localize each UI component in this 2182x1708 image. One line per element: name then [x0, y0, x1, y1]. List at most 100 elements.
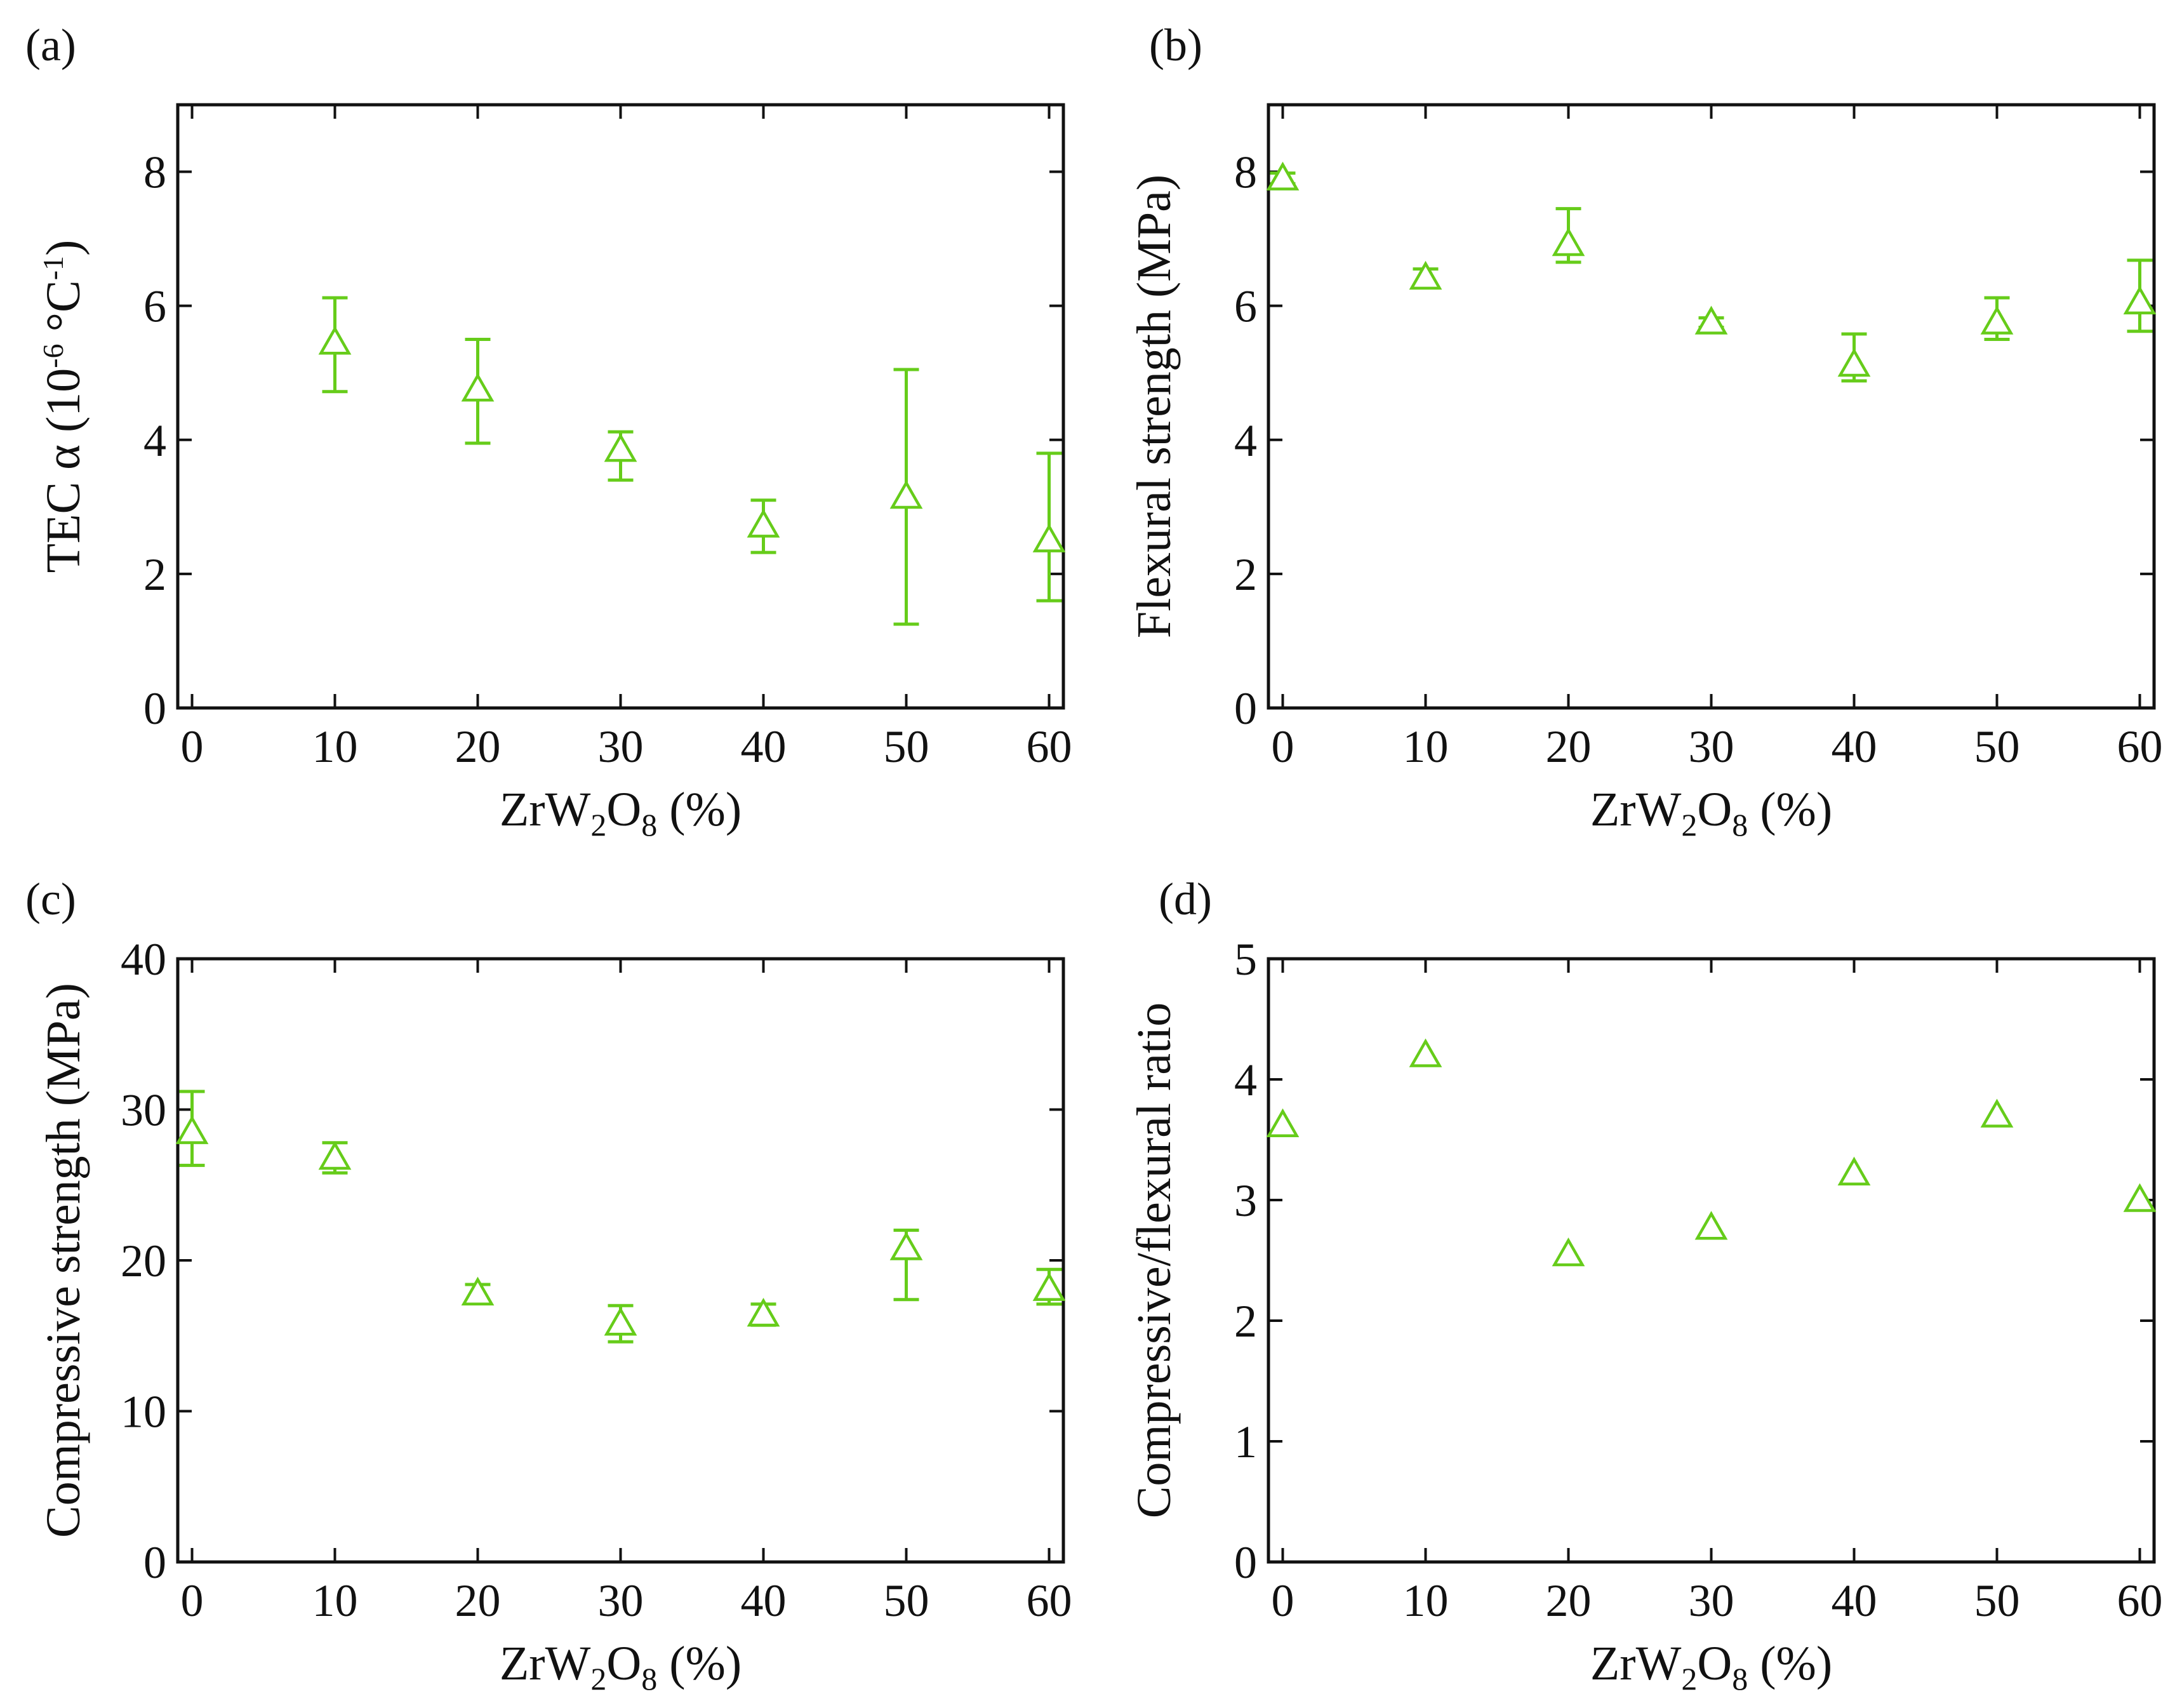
- data-point: [1837, 1156, 1871, 1185]
- y-tick-label: 6: [1234, 281, 1257, 332]
- x-label-main: ZrW: [500, 783, 591, 836]
- data-point: [747, 509, 780, 538]
- panel-label: (b): [1149, 20, 1202, 70]
- data-point: [1694, 1211, 1728, 1240]
- y-tick-label: 0: [143, 683, 166, 734]
- x-tick-label: 40: [741, 1575, 787, 1626]
- axes-frame: [176, 103, 1065, 710]
- x-label-mid: O: [606, 783, 641, 836]
- x-label-sub2: 8: [1732, 807, 1748, 843]
- axes-frame: [176, 957, 1065, 1564]
- x-axis-label: ZrW2O8 (%): [500, 783, 742, 843]
- data-point: [1980, 305, 2014, 335]
- y-label-mid: °C: [37, 280, 90, 344]
- y-tick-label: 8: [1234, 147, 1257, 198]
- data-point: [2123, 285, 2157, 315]
- x-tick-label: 60: [1027, 721, 1072, 772]
- y-label-main: Flexural strength (MPa): [1128, 175, 1181, 638]
- x-tick-label: 40: [1832, 721, 1877, 772]
- x-label-main: ZrW: [1590, 783, 1682, 836]
- y-tick-label: 1: [1234, 1417, 1257, 1467]
- x-label-end: (%): [1748, 1637, 1832, 1690]
- data-point: [318, 326, 352, 355]
- y-tick-label: 20: [121, 1236, 166, 1286]
- y-tick-label: 0: [143, 1537, 166, 1588]
- x-tick-label: 20: [455, 1575, 501, 1626]
- x-tick-label: 30: [1689, 1575, 1734, 1626]
- y-tick-label: 5: [1234, 934, 1257, 985]
- data-point: [889, 479, 923, 509]
- data-point: [604, 433, 637, 462]
- data-point: [604, 1307, 637, 1336]
- x-tick-label: 20: [1546, 1575, 1592, 1626]
- x-axis-label: ZrW2O8 (%): [1590, 1637, 1832, 1697]
- y-axis-label: Flexural strength (MPa): [1128, 175, 1181, 638]
- x-tick-label: 10: [312, 1575, 358, 1626]
- x-tick-label: 30: [1689, 721, 1734, 772]
- x-axis-label: ZrW2O8 (%): [500, 1637, 742, 1697]
- y-axis-label: Compressive strength (MPa): [37, 983, 90, 1538]
- axes-frame: [1267, 103, 2156, 710]
- x-tick-label: 30: [598, 721, 644, 772]
- x-label-sub1: 2: [1681, 1661, 1697, 1697]
- data-point: [318, 1140, 352, 1170]
- x-tick-label: 60: [2117, 721, 2163, 772]
- x-tick-label: 60: [1027, 1575, 1072, 1626]
- y-axis-label: TEC α (10-6 °C-1): [37, 240, 90, 573]
- y-tick-label: 4: [1234, 1055, 1257, 1105]
- y-tick-label: 4: [1234, 415, 1257, 466]
- x-tick-label: 40: [1832, 1575, 1877, 1626]
- x-label-mid: O: [606, 1637, 641, 1690]
- data-point: [1032, 1272, 1066, 1301]
- panel-label: (c): [25, 874, 76, 924]
- x-label-end: (%): [657, 783, 742, 836]
- y-axis-label: Compressive/flexural ratio: [1128, 1003, 1181, 1519]
- x-tick-label: 0: [181, 1575, 204, 1626]
- data-point: [1266, 1108, 1300, 1137]
- data-point: [889, 1231, 923, 1260]
- x-label-end: (%): [1748, 783, 1832, 836]
- axes-frame: [1267, 957, 2156, 1564]
- y-tick-label: 2: [1234, 549, 1257, 600]
- data-point: [1409, 260, 1442, 290]
- data-point: [461, 373, 495, 402]
- data-point: [461, 1276, 495, 1305]
- data-point: [1409, 1038, 1442, 1067]
- y-tick-label: 2: [143, 549, 166, 600]
- x-tick-label: 50: [1974, 1575, 2020, 1626]
- x-label-sub2: 8: [641, 1661, 657, 1697]
- x-label-sub1: 2: [590, 807, 606, 843]
- x-tick-label: 60: [2117, 1575, 2163, 1626]
- x-tick-label: 10: [1403, 721, 1449, 772]
- x-tick-label: 40: [741, 721, 787, 772]
- x-axis-label: ZrW2O8 (%): [1590, 783, 1832, 843]
- x-tick-label: 50: [884, 1575, 929, 1626]
- x-label-sub2: 8: [1732, 1661, 1748, 1697]
- x-label-sub1: 2: [590, 1661, 606, 1697]
- y-tick-label: 10: [121, 1387, 166, 1438]
- data-point: [1552, 227, 1585, 257]
- x-tick-label: 0: [181, 721, 204, 772]
- y-label-main: TEC α (10: [37, 368, 90, 573]
- x-tick-label: 0: [1272, 721, 1294, 772]
- x-label-sub1: 2: [1681, 807, 1697, 843]
- data-point: [1837, 348, 1871, 377]
- y-tick-label: 2: [1234, 1296, 1257, 1347]
- data-point: [1694, 305, 1728, 335]
- panel-label: (d): [1159, 874, 1212, 924]
- y-label-main: Compressive strength (MPa): [37, 983, 90, 1538]
- data-point: [175, 1115, 209, 1144]
- x-label-mid: O: [1697, 1637, 1732, 1690]
- x-tick-label: 50: [1974, 721, 2020, 772]
- x-tick-label: 20: [1546, 721, 1592, 772]
- x-label-main: ZrW: [500, 1637, 591, 1690]
- x-label-main: ZrW: [1590, 1637, 1682, 1690]
- panel-label: (a): [25, 20, 76, 70]
- y-label-sup1: -6: [37, 344, 69, 368]
- x-tick-label: 10: [1403, 1575, 1449, 1626]
- x-tick-label: 0: [1272, 1575, 1294, 1626]
- x-tick-label: 10: [312, 721, 358, 772]
